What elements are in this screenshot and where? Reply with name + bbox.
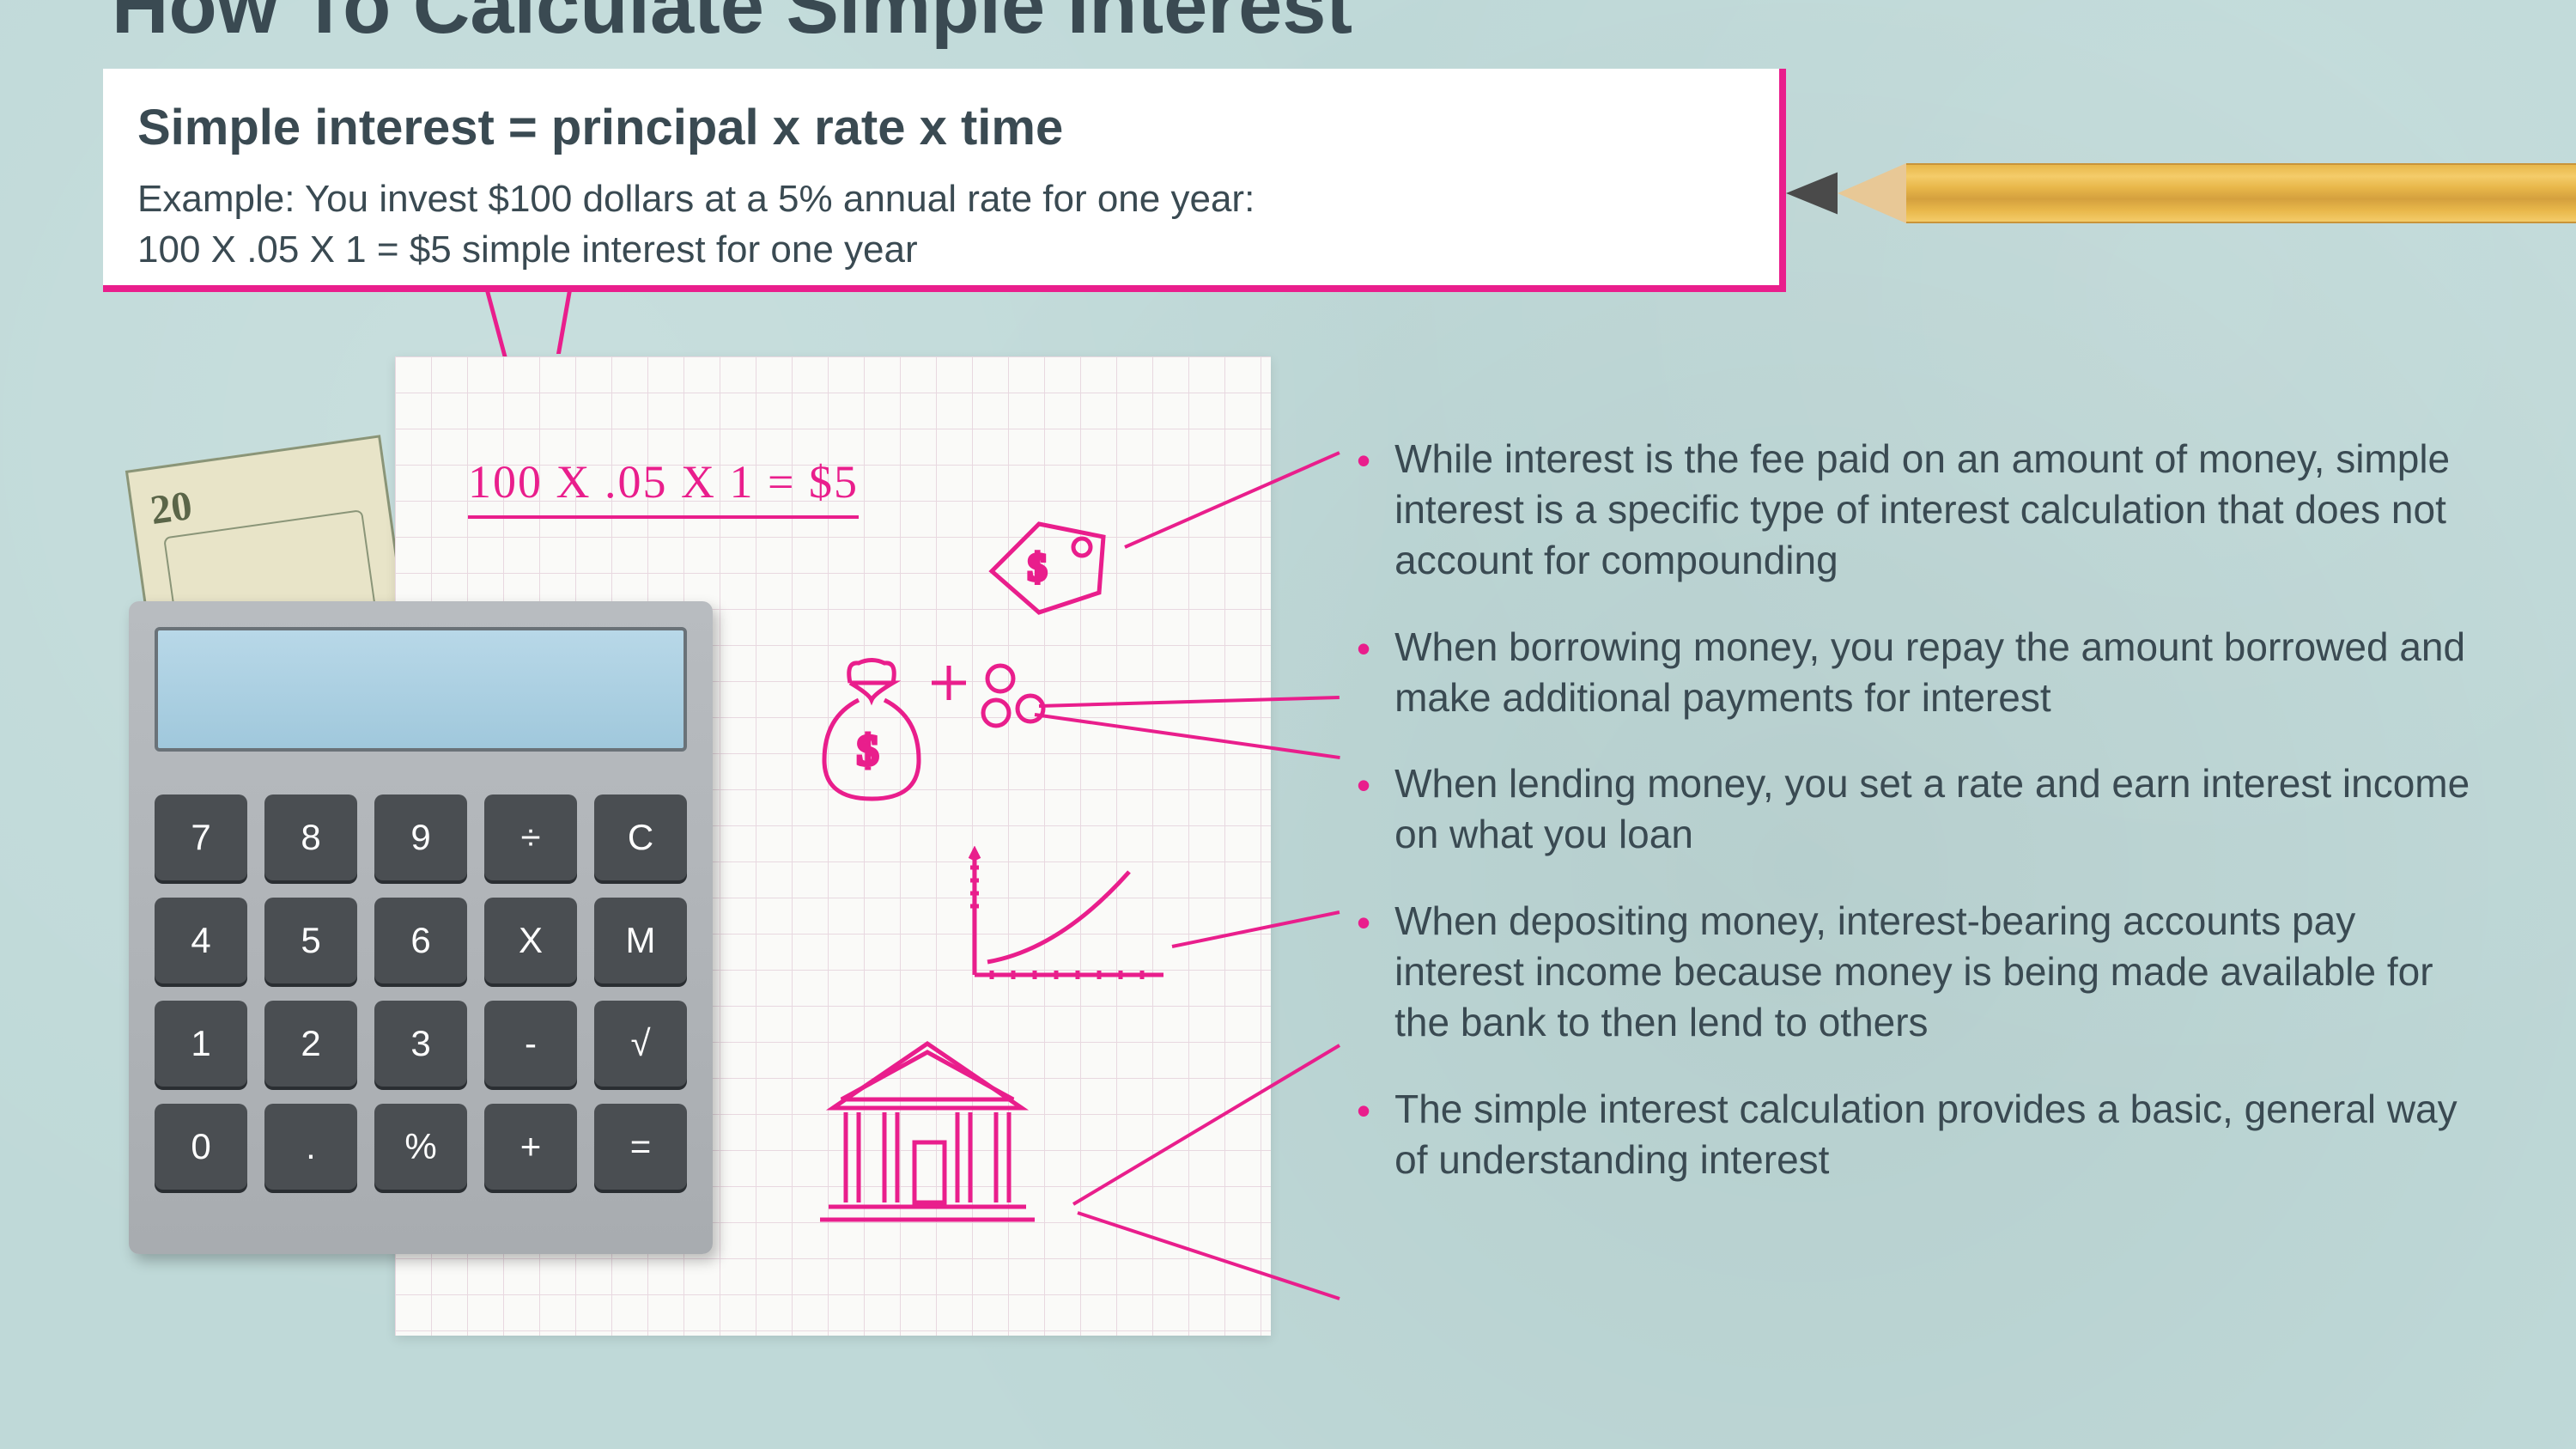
formula-example-line1: Example: You invest $100 dollars at a 5%…: [137, 178, 1255, 220]
calc-key-4[interactable]: 4: [155, 898, 247, 983]
formula-example-line2: 100 X .05 X 1 = $5 simple interest for o…: [137, 228, 918, 271]
bank-icon: [816, 1031, 1039, 1237]
calc-key-2[interactable]: 2: [264, 1001, 357, 1087]
price-tag-icon: $: [975, 511, 1121, 623]
calc-key-=[interactable]: =: [594, 1104, 687, 1190]
calc-key-%[interactable]: %: [374, 1104, 467, 1190]
calculator-keypad: 789÷C 456XM 123-√ 0.%+=: [155, 795, 687, 1190]
calc-key-1[interactable]: 1: [155, 1001, 247, 1087]
pencil-tip-icon: [1786, 163, 1838, 223]
calc-key-7[interactable]: 7: [155, 795, 247, 880]
calculator: 789÷C 456XM 123-√ 0.%+=: [129, 601, 713, 1254]
bullet-item: •While interest is the fee paid on an am…: [1357, 434, 2490, 586]
pencil-wood-icon: [1838, 163, 1906, 223]
formula-box: Simple interest = principal x rate x tim…: [103, 69, 1786, 292]
calc-key-÷[interactable]: ÷: [484, 795, 577, 880]
calc-key-8[interactable]: 8: [264, 795, 357, 880]
bullet-dot-icon: •: [1357, 435, 1370, 586]
pencil-body-icon: [1906, 163, 2576, 223]
bullet-text: The simple interest calculation provides…: [1394, 1084, 2490, 1185]
pencil-illustration: [1786, 163, 2576, 223]
calc-key-M[interactable]: M: [594, 898, 687, 983]
bullet-item: •The simple interest calculation provide…: [1357, 1084, 2490, 1185]
bullet-item: •When borrowing money, you repay the amo…: [1357, 622, 2490, 723]
calc-key-5[interactable]: 5: [264, 898, 357, 983]
bullet-dot-icon: •: [1357, 898, 1370, 1048]
calc-key--[interactable]: -: [484, 1001, 577, 1087]
bullet-text: While interest is the fee paid on an amo…: [1394, 434, 2490, 586]
bullet-dot-icon: •: [1357, 624, 1370, 723]
calc-key-X[interactable]: X: [484, 898, 577, 983]
calc-key-.[interactable]: .: [264, 1104, 357, 1190]
bullet-item: •When lending money, you set a rate and …: [1357, 758, 2490, 860]
calc-key-6[interactable]: 6: [374, 898, 467, 983]
calc-key-9[interactable]: 9: [374, 795, 467, 880]
bullet-item: •When depositing money, interest-bearing…: [1357, 896, 2490, 1048]
bullet-text: When depositing money, interest-bearing …: [1394, 896, 2490, 1048]
svg-text:$: $: [857, 726, 878, 774]
calc-key-+[interactable]: +: [484, 1104, 577, 1190]
bullet-list: •While interest is the fee paid on an am…: [1357, 434, 2490, 1221]
formula-heading: Simple interest = principal x rate x tim…: [137, 99, 1745, 156]
calc-key-C[interactable]: C: [594, 795, 687, 880]
calc-key-3[interactable]: 3: [374, 1001, 467, 1087]
bullet-text: When borrowing money, you repay the amou…: [1394, 622, 2490, 723]
calc-key-0[interactable]: 0: [155, 1104, 247, 1190]
growth-chart-icon: [957, 846, 1172, 992]
handwritten-equation: 100 X .05 X 1 = $5: [468, 455, 859, 519]
bullet-dot-icon: •: [1357, 760, 1370, 860]
page-title: How To Calculate Simple Interest: [112, 0, 1352, 52]
money-bag-icon: $: [807, 653, 936, 807]
plus-icon: [927, 661, 970, 704]
bullet-text: When lending money, you set a rate and e…: [1394, 758, 2490, 860]
calculator-screen: [155, 627, 687, 752]
svg-text:$: $: [1028, 546, 1047, 588]
calc-key-√[interactable]: √: [594, 1001, 687, 1087]
bullet-dot-icon: •: [1357, 1086, 1370, 1185]
formula-example: Example: You invest $100 dollars at a 5%…: [137, 174, 1745, 276]
